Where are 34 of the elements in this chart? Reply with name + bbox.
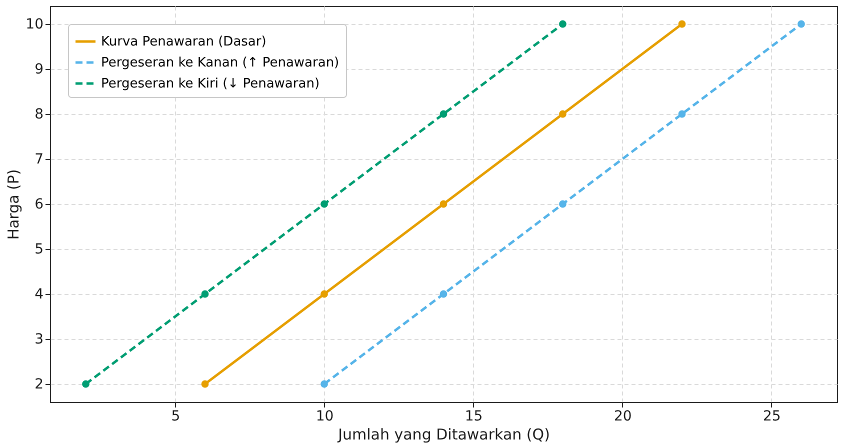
- legend-label: Pergeseran ke Kanan (↑ Penawaran): [101, 56, 340, 70]
- point: [678, 110, 686, 118]
- point: [440, 200, 448, 208]
- x-tick-label: 15: [464, 408, 483, 424]
- point: [320, 380, 328, 388]
- point: [559, 20, 566, 28]
- y-tick-label: 8: [34, 106, 44, 122]
- y-tick-label: 2: [34, 376, 44, 392]
- x-tick-label: 10: [316, 408, 334, 424]
- point: [82, 380, 90, 388]
- point: [201, 380, 209, 388]
- y-tick-label: 10: [26, 16, 44, 32]
- point: [201, 290, 209, 298]
- y-tick-label: 6: [34, 196, 44, 212]
- point: [798, 20, 805, 28]
- legend-label: Kurva Penawaran (Dasar): [101, 34, 266, 50]
- y-tick-label: 3: [34, 332, 44, 348]
- point: [320, 200, 328, 208]
- point: [320, 290, 328, 298]
- y-tick-label: 4: [34, 286, 44, 302]
- y-tick-label: 7: [34, 152, 44, 168]
- y-axis-title: Harga (P): [4, 169, 23, 240]
- point: [559, 200, 566, 208]
- x-tick-label: 25: [763, 408, 781, 424]
- y-tick-label: 9: [34, 62, 44, 78]
- x-axis-title: Jumlah yang Ditawarkan (Q): [337, 426, 550, 444]
- point: [440, 110, 448, 118]
- point: [678, 20, 686, 28]
- x-tick-label: 20: [614, 408, 632, 424]
- point: [559, 110, 566, 118]
- point: [440, 290, 448, 298]
- x-tick-label: 5: [171, 408, 180, 424]
- legend-label: Pergeseran ke Kiri (↓ Penawaran): [101, 76, 320, 92]
- y-tick-label: 5: [34, 242, 44, 258]
